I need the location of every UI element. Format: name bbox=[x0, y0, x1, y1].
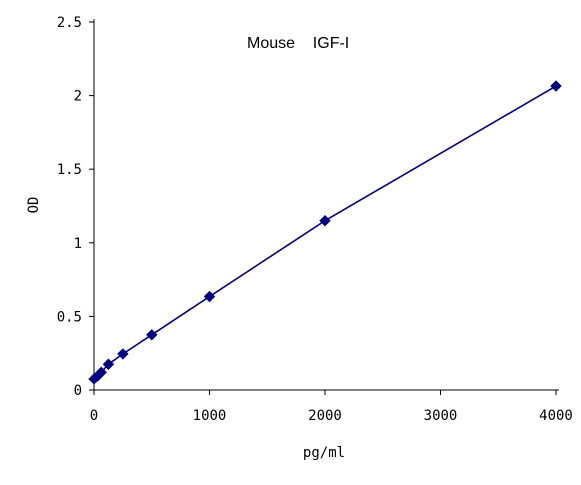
data-point-marker bbox=[117, 348, 129, 360]
data-point-marker bbox=[146, 329, 158, 341]
data-point-marker bbox=[550, 80, 562, 92]
y-axis-title: OD bbox=[26, 197, 42, 214]
data-point-marker bbox=[319, 215, 331, 227]
y-tick-label: 0.5 bbox=[57, 309, 82, 325]
data-point-marker bbox=[95, 366, 107, 379]
chart-title: Mouse IGF-I bbox=[247, 35, 349, 52]
x-axis-title: pg/ml bbox=[303, 445, 345, 461]
series-line bbox=[93, 85, 557, 380]
x-tick-label: 3000 bbox=[424, 408, 458, 424]
y-tick-label: 0 bbox=[74, 383, 82, 399]
x-tick-label: 1000 bbox=[193, 408, 227, 424]
y-tick-label: 2 bbox=[74, 89, 82, 105]
data-point-marker bbox=[203, 290, 216, 303]
y-tick-label: 1 bbox=[74, 236, 82, 252]
y-tick-label: 2.5 bbox=[57, 15, 82, 31]
y-tick-label: 1.5 bbox=[57, 162, 82, 178]
x-tick-label: 2000 bbox=[308, 408, 342, 424]
data-point-marker bbox=[102, 358, 115, 370]
series-layer bbox=[88, 80, 562, 385]
axes-layer: 0 1000 2000 3000 4000 0 0.5 1 1.5 2 2.5 bbox=[57, 15, 573, 424]
x-tick-label: 4000 bbox=[539, 408, 573, 424]
labels-layer: Mouse IGF-I pg/ml OD bbox=[26, 35, 349, 461]
x-tick-label: 0 bbox=[90, 408, 98, 424]
